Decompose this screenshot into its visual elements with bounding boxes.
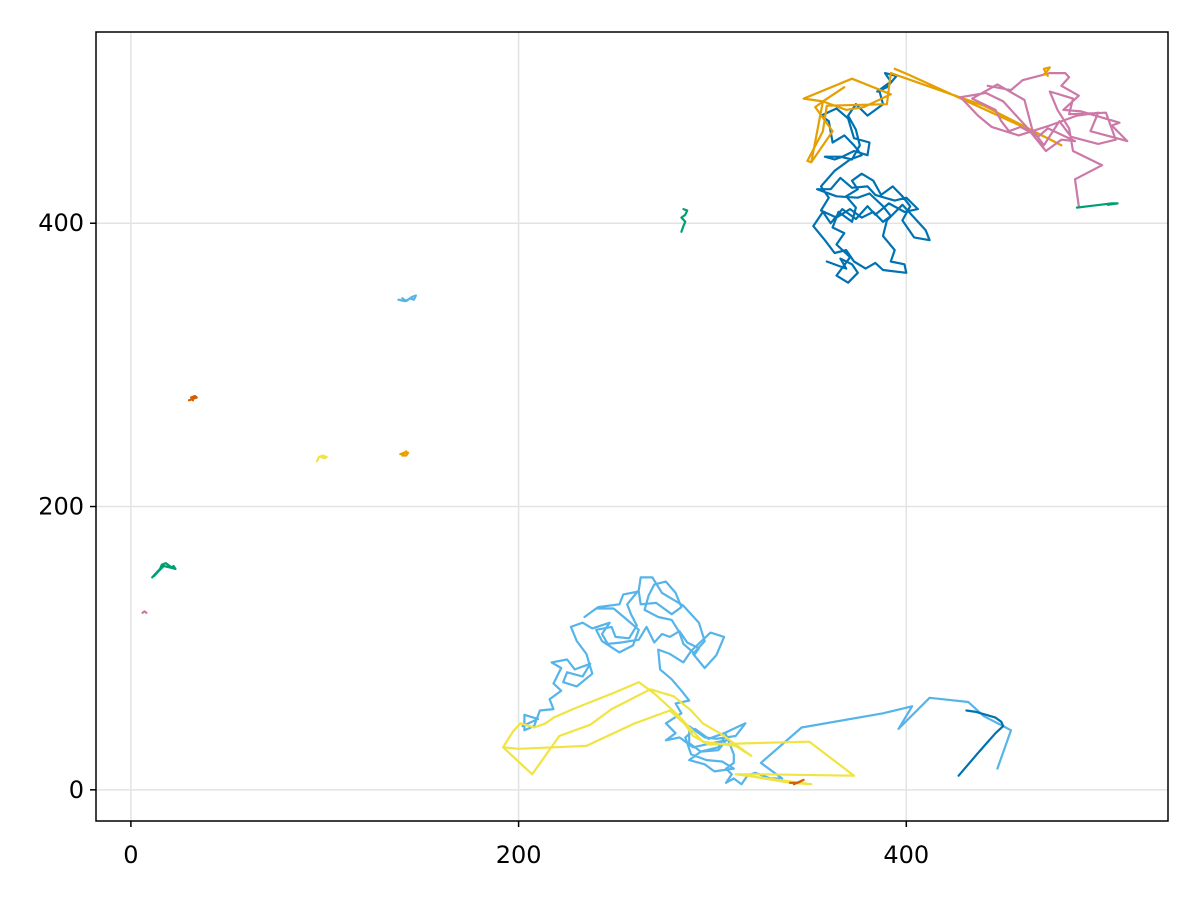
- y-tick-label: 0: [69, 776, 84, 804]
- series-line-5: [1042, 66, 1051, 78]
- series-line-2: [802, 67, 1063, 164]
- axis-ticks: 0 200 400 0 200 400: [38, 209, 929, 869]
- plot-frame: [95, 31, 1169, 822]
- series-line-1: [812, 71, 931, 284]
- series-line-11: [151, 562, 177, 579]
- series-line-14: [502, 681, 856, 786]
- series-line-4: [1075, 202, 1119, 209]
- x-tick-label: 0: [123, 841, 138, 869]
- series-line-12: [141, 610, 148, 614]
- x-tick-label: 400: [883, 841, 929, 869]
- series-line-6: [680, 208, 689, 233]
- x-tick-label: 200: [496, 841, 542, 869]
- y-tick-label: 200: [38, 493, 84, 521]
- series-line-9: [315, 454, 328, 463]
- series-line-16: [788, 778, 805, 786]
- series-line-8: [187, 394, 198, 402]
- series-line-3: [959, 71, 1129, 208]
- grid-lines: [96, 32, 1168, 821]
- series-line-13: [521, 576, 1013, 786]
- plot-area: [141, 66, 1129, 786]
- series-line-7: [397, 294, 417, 303]
- series-line-15: [957, 709, 1005, 777]
- y-tick-label: 400: [38, 209, 84, 237]
- series-line-10: [399, 450, 410, 457]
